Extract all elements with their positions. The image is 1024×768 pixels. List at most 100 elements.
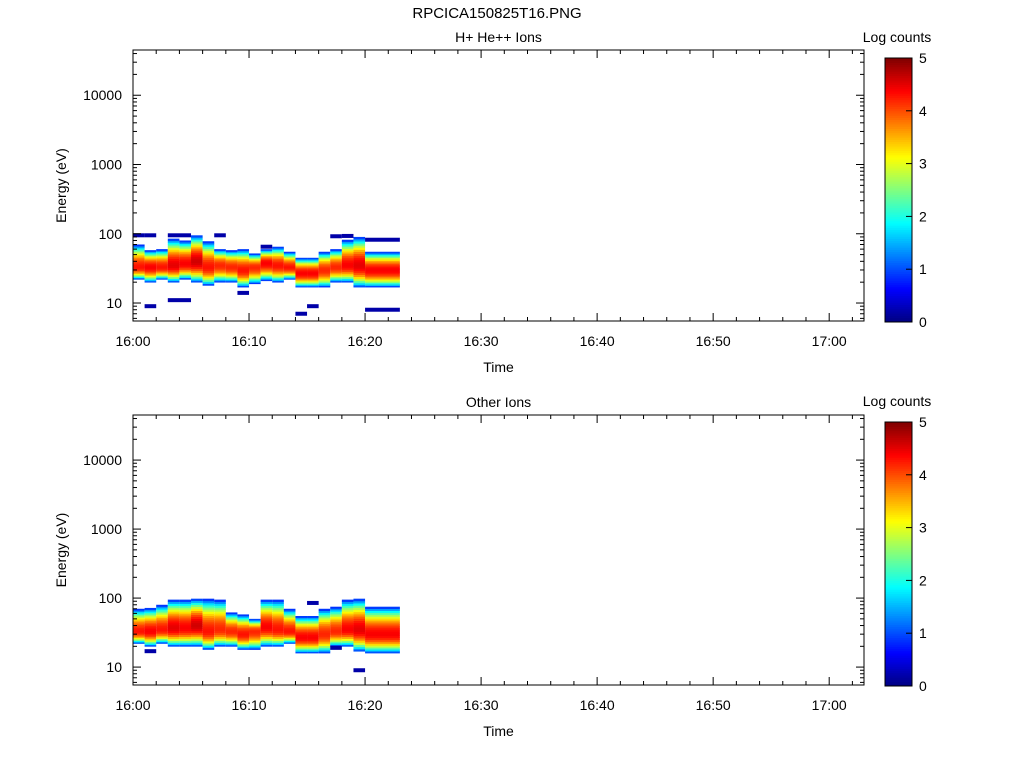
colorbar-cell (885, 567, 912, 570)
heatmap-cell (318, 625, 331, 628)
y-tick-label: 1000 (91, 521, 122, 537)
heatmap-cell (283, 259, 296, 262)
heatmap-cell (365, 266, 400, 269)
heatmap-cell (144, 279, 157, 282)
heatmap-cell (225, 642, 238, 644)
heatmap-cell (249, 272, 261, 275)
colorbar-cell (885, 315, 912, 319)
heatmap-cell (353, 274, 366, 278)
colorbar-cell (885, 463, 912, 467)
heatmap-cell (307, 276, 319, 278)
heatmap-cell (260, 266, 273, 268)
heatmap-cell (330, 265, 342, 268)
heatmap-cell (191, 241, 203, 244)
heatmap-cell (353, 600, 366, 604)
y-tick-label: 10000 (83, 452, 122, 468)
heatmap-cell (307, 636, 319, 638)
heatmap-cell (353, 635, 366, 639)
heatmap-cell (167, 262, 180, 265)
heatmap-cell (365, 641, 400, 644)
heatmap-cell (202, 277, 215, 281)
heatmap-cell (237, 282, 250, 285)
heatmap-cell (133, 277, 145, 280)
heatmap-cell (225, 279, 238, 282)
heatmap-cell (341, 248, 354, 251)
heatmap-cell (272, 638, 284, 641)
heatmap-cell (202, 246, 215, 249)
heatmap-cell (202, 643, 215, 646)
heatmap-cell (133, 276, 145, 279)
heatmap-cell (133, 272, 145, 274)
heatmap-cell (272, 613, 284, 616)
colorbar-cell (885, 681, 912, 685)
heatmap-cell (341, 250, 354, 253)
heatmap-cell (283, 640, 296, 643)
heatmap-cell (341, 630, 354, 634)
heatmap-cell (365, 633, 400, 637)
heatmap-cell (156, 256, 168, 259)
heatmap-cell (341, 257, 354, 260)
heatmap-cell (167, 233, 192, 238)
heatmap-cell (272, 605, 284, 608)
colorbar-tick-label: 3 (919, 156, 927, 172)
heatmap-cell (237, 283, 250, 286)
heatmap-cell (295, 651, 308, 654)
heatmap-cell (249, 274, 261, 277)
colorbar-cell (885, 576, 912, 579)
heatmap-cell (365, 270, 400, 273)
heatmap-cell (191, 612, 203, 615)
heatmap-cell (214, 626, 226, 630)
heatmap-cell (249, 629, 261, 631)
heatmap-cell (144, 623, 157, 626)
heatmap-cell (272, 255, 284, 258)
heatmap-cell (167, 626, 180, 630)
heatmap-cell (214, 233, 226, 238)
heatmap-cell (307, 273, 319, 276)
heatmap-cell (144, 267, 157, 270)
heatmap-cell (341, 609, 354, 612)
heatmap-cell (341, 599, 354, 602)
heatmap-cell (156, 620, 168, 623)
heatmap-cell (237, 272, 250, 275)
heatmap-cell (191, 256, 203, 260)
heatmap-cell (272, 271, 284, 274)
colorbar-cell (885, 666, 912, 669)
heatmap-cell (283, 631, 296, 634)
heatmap-cell (237, 639, 250, 642)
heatmap-cell (341, 636, 354, 639)
heatmap-cell (365, 639, 400, 642)
heatmap-cell (214, 279, 226, 282)
heatmap-cell (330, 628, 342, 631)
heatmap-cell (307, 282, 319, 284)
heatmap-cell (260, 275, 273, 278)
heatmap-cell (214, 268, 226, 271)
colorbar-cell (885, 267, 912, 270)
colorbar-cell (885, 88, 912, 92)
heatmap-cell (156, 614, 168, 617)
heatmap-cell (272, 634, 284, 637)
colorbar-cell (885, 64, 912, 68)
colorbar-cell (885, 157, 912, 160)
heatmap-cell (307, 628, 319, 631)
heatmap-cell (156, 271, 168, 274)
heatmap-cell (365, 251, 400, 254)
heatmap-cell (202, 255, 215, 259)
heatmap-cell (272, 622, 284, 626)
heatmap-cell (179, 258, 192, 261)
heatmap-cell (272, 252, 284, 255)
heatmap-cell (318, 608, 331, 612)
heatmap-cell (202, 261, 215, 264)
heatmap-cell (341, 245, 354, 248)
colorbar-cell (885, 132, 912, 136)
heatmap-cell (214, 262, 226, 265)
heatmap-cell (330, 606, 342, 609)
heatmap-cell (179, 256, 192, 259)
colorbar-cell (885, 163, 912, 167)
heatmap-cell (341, 266, 354, 269)
heatmap-cell (237, 274, 250, 277)
heatmap-cell (318, 614, 331, 617)
heatmap-cell (179, 640, 192, 643)
colorbar-cell (885, 247, 912, 250)
heatmap-cell (133, 266, 145, 269)
heatmap-cell (330, 251, 342, 254)
